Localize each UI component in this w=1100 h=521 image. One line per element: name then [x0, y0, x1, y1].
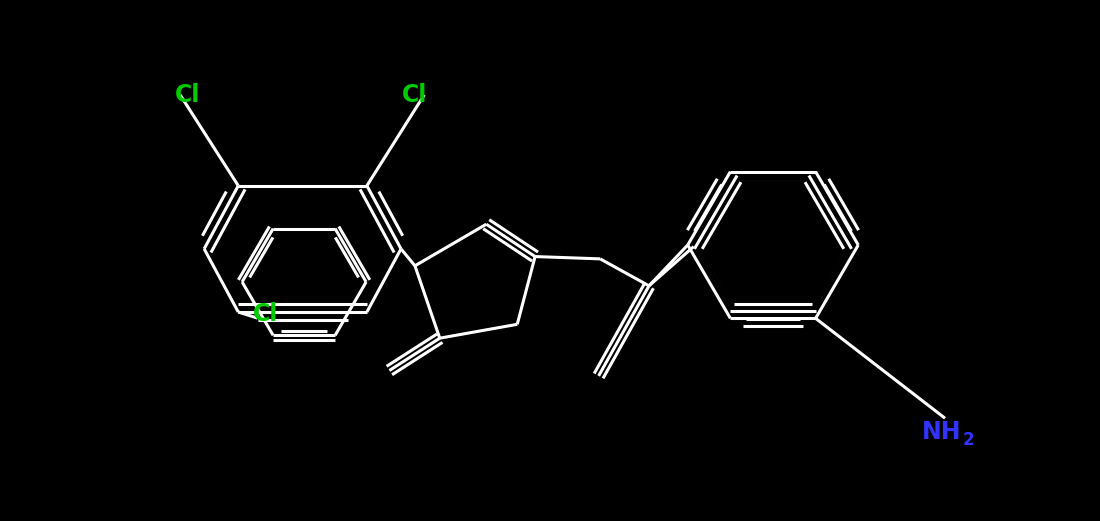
Text: NH: NH	[922, 420, 961, 444]
Text: Cl: Cl	[403, 83, 428, 107]
Text: Cl: Cl	[175, 83, 200, 107]
Text: Cl: Cl	[253, 302, 278, 326]
Text: 2: 2	[962, 431, 975, 449]
